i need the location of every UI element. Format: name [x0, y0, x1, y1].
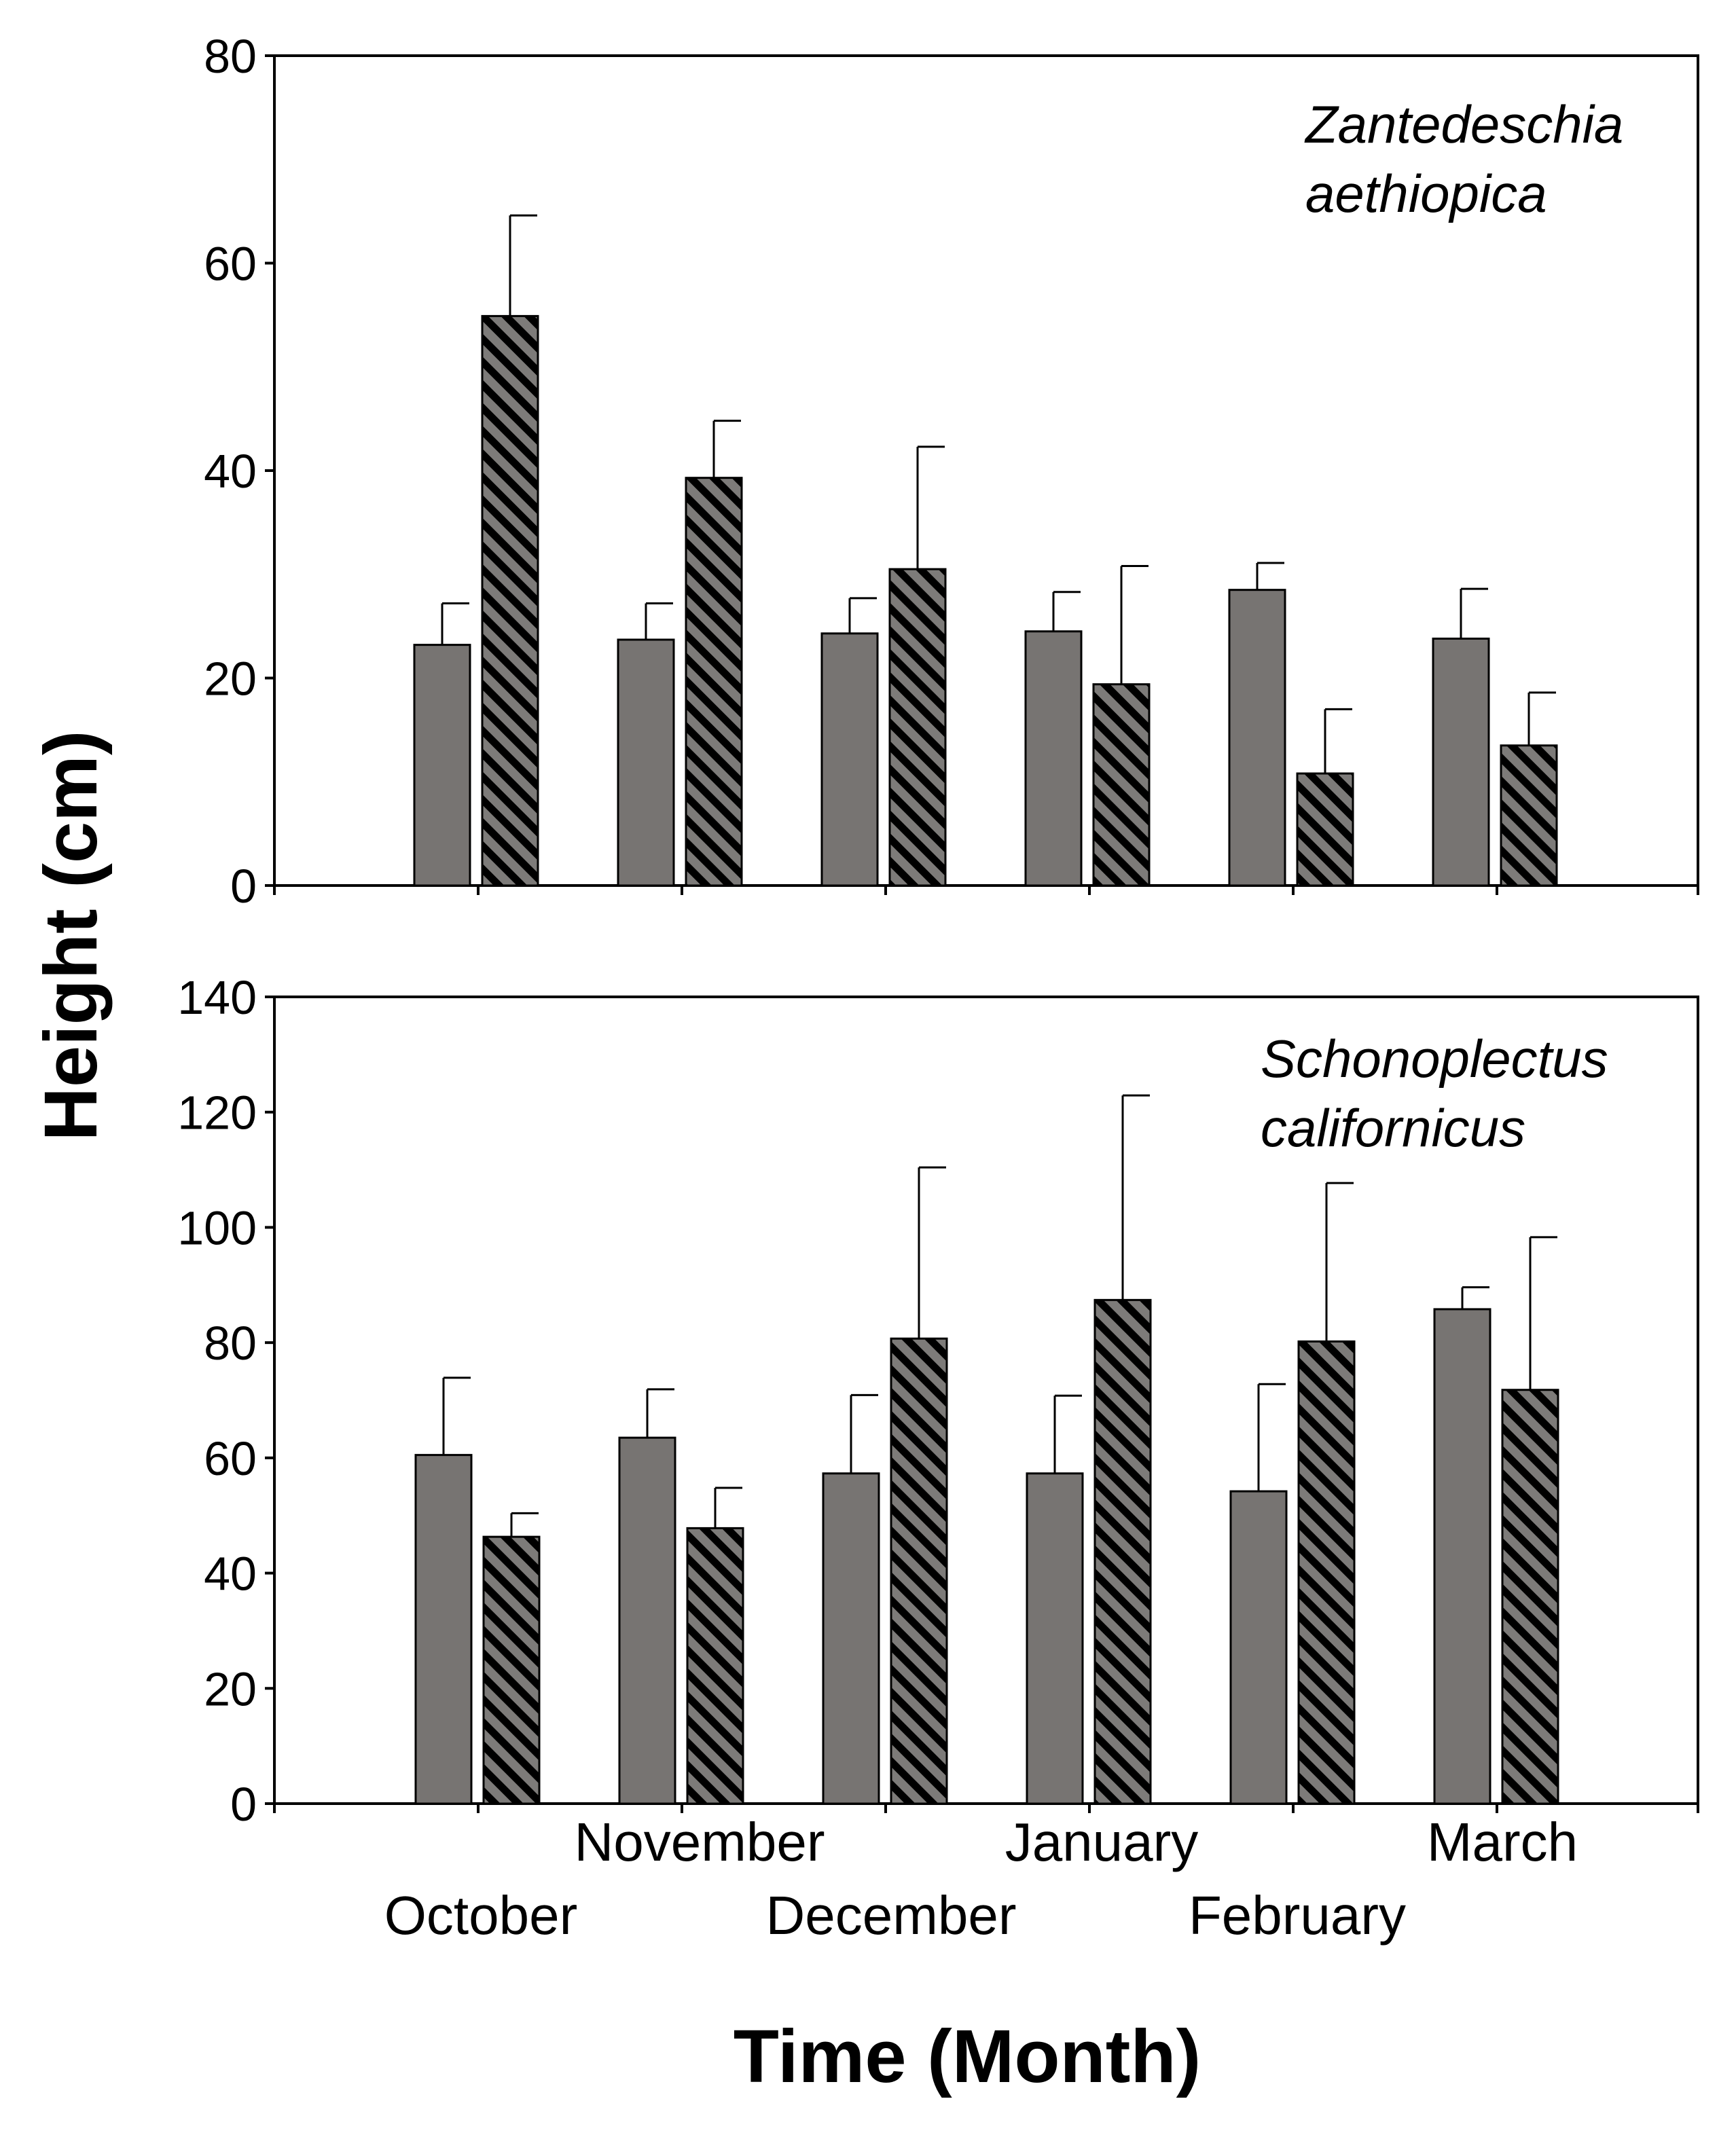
bottom-y-tick-label: 80 [204, 1317, 257, 1370]
bottom-y-tick-label: 60 [204, 1432, 257, 1485]
top-y-axis-ticks: 0 20 40 60 80 [204, 30, 274, 913]
bottom-y-axis-ticks: 0 20 40 60 80 100 120 140 [177, 971, 274, 1831]
month-label-november: November [574, 1812, 825, 1872]
y-axis-title: Height (cm) [29, 731, 113, 1142]
top-bar-solid-october [413, 644, 471, 887]
bottom-bar-solid-december [822, 1472, 880, 1805]
top-bar-hatched-october [481, 314, 539, 887]
top-bar-hatched-march [1500, 744, 1558, 887]
bottom-bar-hatched-january [1093, 1298, 1152, 1805]
bottom-plot-frame [273, 996, 1699, 1805]
bottom-bar-solid-march [1433, 1308, 1491, 1805]
top-bar-hatched-december [888, 568, 947, 887]
bottom-bar-solid-february [1229, 1490, 1288, 1805]
top-x-axis-ticks [273, 886, 1699, 895]
x-month-labels: November January March October December … [384, 1812, 1578, 1946]
top-bar-hatched-january [1092, 683, 1151, 887]
top-bar-hatched-november [685, 477, 743, 887]
bottom-bar-solid-october [414, 1454, 473, 1805]
month-label-january: January [1005, 1812, 1199, 1872]
bottom-bar-hatched-february [1297, 1340, 1356, 1805]
bottom-species-name-line2: californicus [1261, 1098, 1525, 1158]
top-species-name-line1: Zantedeschia [1304, 94, 1623, 154]
bottom-bar-hatched-october [482, 1535, 541, 1805]
top-y-tick-label: 0 [230, 860, 257, 913]
top-species-name-line2: aethiopica [1305, 164, 1547, 223]
bottom-bar-hatched-november [686, 1527, 744, 1805]
bottom-x-axis-ticks [273, 1804, 1699, 1813]
top-y-tick-label: 60 [204, 238, 257, 291]
bottom-y-tick-label: 140 [177, 971, 257, 1024]
bottom-bar-hatched-march [1501, 1389, 1559, 1805]
panel-bottom: 0 20 40 60 80 100 120 140 Schonoplectus califor… [177, 971, 1699, 1831]
top-bar-solid-march [1432, 637, 1490, 887]
top-y-tick-label: 40 [204, 445, 257, 498]
top-bar-hatched-february [1296, 772, 1354, 887]
bottom-y-tick-label: 40 [204, 1548, 257, 1601]
bottom-species-name-line1: Schonoplectus [1261, 1029, 1608, 1089]
top-bars [413, 214, 1558, 887]
top-y-tick-label: 80 [204, 30, 257, 83]
bottom-bar-hatched-december [890, 1337, 948, 1805]
bottom-y-tick-label: 120 [177, 1087, 257, 1139]
bottom-bar-solid-november [618, 1436, 676, 1805]
month-label-october: October [384, 1885, 578, 1946]
bottom-y-tick-label: 100 [177, 1201, 257, 1254]
top-bar-solid-november [617, 638, 675, 887]
top-bar-solid-december [820, 632, 879, 887]
top-bar-solid-february [1228, 589, 1286, 887]
bottom-bars [414, 1094, 1559, 1805]
bottom-bar-solid-january [1026, 1472, 1084, 1805]
bottom-y-tick-label: 20 [204, 1662, 257, 1715]
month-label-december: December [765, 1885, 1016, 1946]
bottom-y-tick-label: 0 [230, 1778, 257, 1831]
month-label-march: March [1427, 1812, 1578, 1872]
x-axis-title: Time (Month) [734, 2015, 1201, 2098]
top-bar-solid-january [1024, 630, 1083, 887]
top-y-tick-label: 20 [204, 653, 257, 706]
month-label-february: February [1189, 1885, 1406, 1946]
panel-top: 0 20 40 60 80 Zantedeschia aethiopica [204, 30, 1699, 913]
